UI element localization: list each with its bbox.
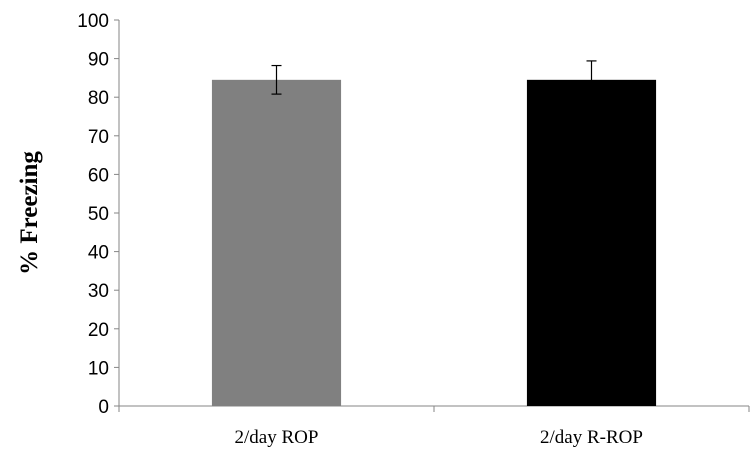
y-tick-label: 70 bbox=[88, 127, 109, 148]
y-tick-label: 80 bbox=[88, 88, 109, 109]
y-tick-label: 60 bbox=[88, 165, 109, 186]
y-axis-title: % Freezing bbox=[16, 151, 43, 275]
x-category-label: 2/day ROP bbox=[235, 427, 319, 448]
y-tick-label: 10 bbox=[88, 358, 109, 379]
y-tick-label: 50 bbox=[88, 204, 109, 225]
y-tick-label: 20 bbox=[88, 320, 109, 341]
y-tick-label: 90 bbox=[88, 50, 109, 71]
error-bars bbox=[271, 60, 597, 100]
y-tick-label: 40 bbox=[88, 243, 109, 264]
y-axis: 0 10 20 30 40 50 60 70 80 90 100 bbox=[77, 11, 120, 418]
x-category-label: 2/day R-ROP bbox=[540, 427, 643, 448]
y-tick-label: 100 bbox=[77, 11, 109, 32]
bars bbox=[211, 79, 657, 406]
x-axis: 2/day ROP 2/day R-ROP bbox=[118, 405, 750, 448]
bar bbox=[526, 79, 657, 406]
y-tick-label: 0 bbox=[98, 397, 109, 418]
y-tick-label: 30 bbox=[88, 281, 109, 302]
bar bbox=[211, 79, 342, 406]
